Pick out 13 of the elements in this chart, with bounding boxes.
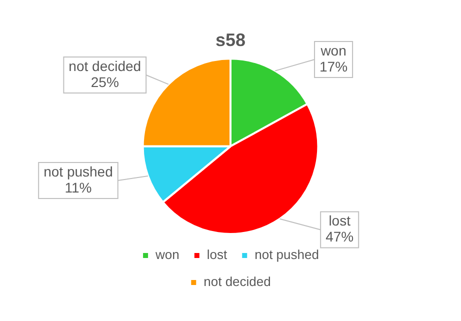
data-label: 11%	[64, 179, 92, 196]
legend-label: lost	[206, 247, 228, 262]
data-label: 47%	[326, 228, 354, 245]
legend-label: not decided	[204, 274, 271, 290]
chart-title: s58	[215, 30, 246, 50]
legend-label: not pushed	[254, 247, 319, 262]
data-label: 25%	[90, 74, 119, 90]
slice-label: not pushed	[44, 163, 113, 180]
slice-label: lost	[328, 212, 351, 229]
data-label: 17%	[320, 58, 348, 74]
legend-label: won	[154, 247, 180, 262]
slice-label: not decided	[68, 58, 142, 74]
slice-label: won	[320, 42, 346, 58]
